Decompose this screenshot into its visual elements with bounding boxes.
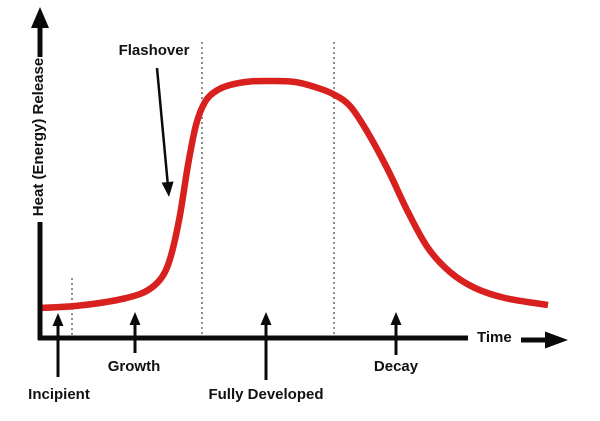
flashover-arrow-head — [161, 181, 174, 197]
flashover-arrow-shaft — [155, 67, 169, 184]
y-axis-arrow-head — [31, 7, 49, 28]
stage-arrow-growth-head — [129, 312, 141, 325]
stage-label-decay: Decay — [373, 358, 419, 375]
flashover-annotation-label: Flashover — [118, 42, 190, 59]
stage-arrow-decay-head — [390, 312, 402, 325]
time-arrow-head — [545, 331, 568, 349]
stage-arrow-fully-developed-head — [260, 312, 272, 325]
stage-label-incipient: Incipient — [28, 386, 90, 403]
fire-curve — [37, 77, 549, 312]
stage-arrow-incipient-head — [52, 313, 64, 326]
x-axis-label: Time — [477, 329, 512, 346]
y-axis-label: Heat (Energy) Release — [30, 57, 47, 217]
stage-label-fully-developed: Fully Developed — [208, 386, 324, 403]
stage-label-growth: Growth — [107, 358, 161, 375]
